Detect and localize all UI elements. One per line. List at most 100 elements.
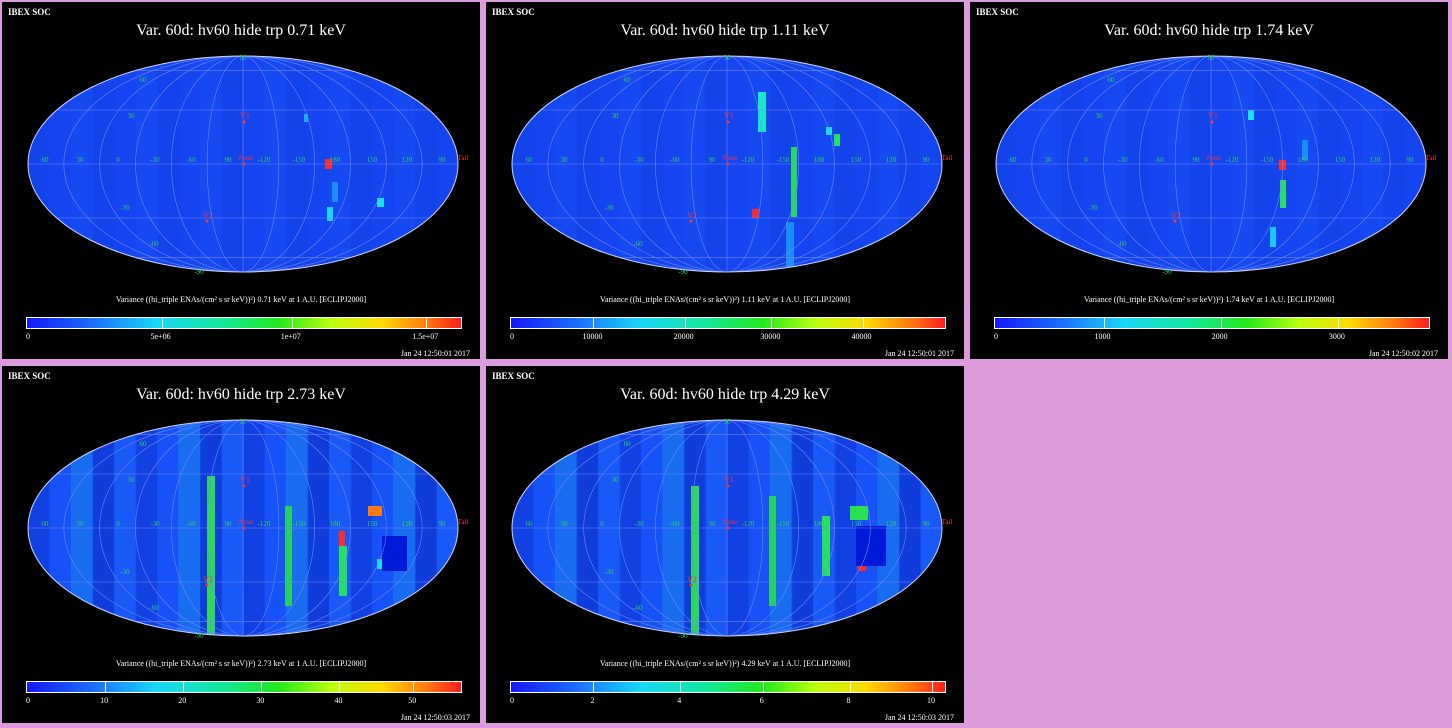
colorbar-tick-label: 1.5e+07 (412, 332, 439, 341)
colorbar-tick-label: 1000 (1094, 332, 1111, 341)
org-label: IBEX SOC (8, 371, 51, 381)
latitude-label: 60 (624, 76, 632, 84)
longitude-label: -120 (742, 156, 755, 164)
longitude-label: -60 (1154, 156, 1164, 164)
latitude-label: 30 (128, 112, 136, 120)
variance-label: Variance ((hi_triple ENAs/(cm² s sr keV)… (599, 295, 851, 304)
longitude-label: 180 (330, 520, 341, 528)
map-highlight (1280, 180, 1286, 208)
longitude-label: -30 (150, 156, 160, 164)
nose-marker: Nose (239, 518, 253, 526)
v1-dot (726, 484, 730, 488)
map-highlight (834, 134, 840, 146)
colorbar (26, 317, 462, 329)
colorbar-tick-label: 20 (178, 696, 187, 705)
longitude-label: 180 (814, 156, 825, 164)
variance-label: Variance ((hi_triple ENAs/(cm² s sr keV)… (115, 295, 367, 304)
variance-label: Variance ((hi_triple ENAs/(cm² s sr keV)… (1083, 295, 1335, 304)
v1-marker: V1 (240, 475, 250, 484)
longitude-label: 150 (851, 156, 862, 164)
map-outline (511, 55, 943, 273)
latitude-label: -90 (1162, 268, 1172, 276)
map-outline (995, 55, 1427, 273)
colorbar-tick (593, 682, 595, 692)
colorbar-tick (849, 682, 851, 692)
sky-map: 60 30 0 -30 -60 90 -120 -150 180 150 120 90 90 60 30 -3… (27, 418, 469, 640)
latitude-label: -60 (633, 604, 643, 612)
org-label: IBEX SOC (492, 371, 535, 381)
longitude-label: -150 (777, 156, 790, 164)
nose-dot (726, 526, 730, 530)
map-highlight (285, 506, 292, 606)
colorbar-tick (291, 318, 293, 328)
map-highlight (769, 496, 776, 606)
longitude-label: 120 (886, 156, 897, 164)
longitude-label: 90 (439, 156, 447, 164)
latitude-label: -30 (120, 204, 130, 212)
v1-marker: V1 (724, 111, 734, 120)
colorbar-tick (862, 318, 864, 328)
nose-dot (1210, 162, 1214, 166)
nose-marker: Nose (723, 518, 737, 526)
colorbar-tick (1220, 318, 1222, 328)
colorbar-tick-label: 40000 (851, 332, 872, 341)
longitude-label: 120 (1370, 156, 1381, 164)
map-highlight (1253, 277, 1259, 285)
tail-marker: Tail (458, 518, 469, 526)
latitude-label: -60 (1117, 240, 1127, 248)
nose-marker: Nose (239, 154, 253, 162)
colorbar-tick (931, 682, 933, 692)
colorbar-tick (1337, 318, 1339, 328)
latitude-label: 90 (724, 418, 732, 426)
longitude-label: 30 (561, 156, 569, 164)
map-panel-2: IBEX SOC Var. 60d: hv60 hide trp 1.11 keV… (486, 2, 964, 359)
v2-dot (689, 583, 693, 587)
longitude-label: -120 (258, 520, 271, 528)
longitude-label: -150 (1261, 156, 1274, 164)
colorbar-tick (771, 318, 773, 328)
colorbar-tick-label: 10 (926, 696, 935, 705)
v1-dot (242, 120, 246, 124)
colorbar-tick-label: 2 (590, 696, 595, 705)
longitude-label: 90 (225, 520, 233, 528)
latitude-label: 90 (240, 54, 248, 62)
colorbar (510, 317, 946, 329)
org-label: IBEX SOC (976, 7, 1019, 17)
longitude-label: 180 (814, 520, 825, 528)
longitude-label: 180 (330, 156, 341, 164)
longitude-label: 90 (225, 156, 233, 164)
colorbar-tick-label: 0 (510, 696, 514, 705)
longitude-label: -60 (670, 520, 680, 528)
longitude-label: 60 (526, 156, 534, 164)
map-outline (27, 419, 459, 637)
sky-map: 60 30 0 -30 -60 90 -120 -150 180 150 120 90 90 60 30 -3… (995, 54, 1437, 285)
v2-marker: V2 (687, 575, 697, 584)
map-highlight (377, 559, 385, 569)
colorbar-tick (426, 318, 428, 328)
longitude-label: -60 (186, 156, 196, 164)
colorbar-tick-label: 0 (510, 332, 514, 341)
longitude-label: 120 (402, 156, 413, 164)
map-highlight (1302, 140, 1308, 160)
panel-title: Var. 60d: hv60 hide trp 0.71 keV (136, 22, 346, 39)
colorbar-tick-label: 0 (994, 332, 998, 341)
latitude-label: -60 (633, 240, 643, 248)
longitude-label: 90 (923, 156, 931, 164)
tail-marker: Tail (1426, 154, 1437, 162)
colorbar-tick-label: 30 (256, 696, 265, 705)
map-highlight (791, 147, 797, 217)
v2-dot (205, 583, 209, 587)
colorbar-tick-label: 50 (408, 696, 417, 705)
v2-marker: V2 (203, 575, 213, 584)
longitude-label: 0 (116, 520, 120, 528)
map-panel-1: IBEX SOC Var. 60d: hv60 hide trp 0.71 keV… (2, 2, 480, 359)
map-panel-5: IBEX SOC Var. 60d: hv60 hide trp 4.29 keV… (486, 366, 964, 723)
variance-label: Variance ((hi_triple ENAs/(cm² s sr keV)… (115, 659, 367, 668)
timestamp: Jan 24 12:50:01 2017 (884, 349, 954, 358)
latitude-label: 90 (1208, 54, 1216, 62)
longitude-label: 180 (1298, 156, 1309, 164)
map-highlight (752, 209, 759, 218)
colorbar-tick (183, 682, 185, 692)
v2-marker: V2 (1171, 211, 1181, 220)
map-panel-4: IBEX SOC Var. 60d: hv60 hide trp 2.73 keV… (2, 366, 480, 723)
